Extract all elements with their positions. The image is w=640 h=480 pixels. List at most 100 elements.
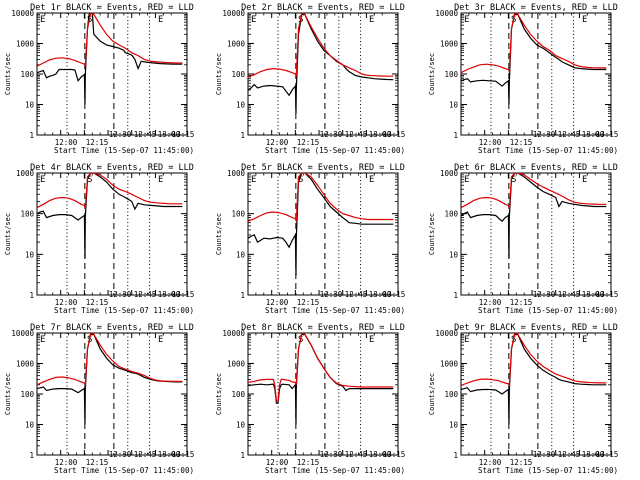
x-tick-label: 12:00	[266, 138, 289, 147]
lld-series-line	[37, 13, 183, 67]
plot-frame	[460, 172, 612, 296]
y-tick-label: 100	[20, 390, 34, 399]
x-axis-label: Start Time (15-Sep-07 11:45:00)	[265, 466, 405, 475]
y-tick-label: 1	[29, 451, 34, 460]
y-tick-label: 1000	[227, 360, 246, 369]
y-axis-label: Counts/sec	[428, 373, 436, 415]
marker-label: S	[511, 175, 516, 185]
y-tick-label: 1000	[16, 360, 35, 369]
marker-label: E	[582, 335, 587, 345]
marker-label: S	[87, 175, 92, 185]
y-axis-label: Counts/sec	[4, 373, 12, 415]
x-axis-label: Start Time (15-Sep-07 11:45:00)	[478, 466, 618, 475]
x-tick-label: 12:30	[533, 130, 556, 139]
x-tick-label: 12:15	[86, 458, 109, 467]
marker-label: E	[158, 175, 163, 185]
lld-series-line	[248, 13, 394, 78]
y-tick-label: 100	[20, 70, 34, 79]
x-tick-label: 12:45	[345, 450, 368, 459]
y-tick-label: 100	[231, 210, 245, 219]
y-tick-label: 100	[444, 210, 458, 219]
x-tick-label: 12:00	[266, 458, 289, 467]
y-tick-label: 10000	[435, 329, 458, 338]
marker-label: S	[298, 175, 303, 185]
x-tick-label: 12:15	[510, 138, 533, 147]
panel-title: Det 3r BLACK = Events, RED = LLD	[454, 3, 618, 13]
x-tick-label: 13:00	[158, 130, 181, 139]
detector-panel-2: Det 2r BLACK = Events, RED = LLD 1 10 100 10…	[215, 3, 405, 155]
y-tick-label: 1000	[440, 169, 459, 178]
x-tick-label: 12:15	[297, 138, 320, 147]
plot-frame	[247, 172, 399, 296]
x-axis-label: Start Time (15-Sep-07 11:45:00)	[54, 306, 194, 315]
y-axis-label: Counts/sec	[428, 53, 436, 95]
x-tick-label: 12:45	[345, 290, 368, 299]
x-axis-label: Start Time (15-Sep-07 11:45:00)	[54, 146, 194, 155]
marker-label: E	[40, 335, 45, 345]
marker-label: E	[369, 175, 374, 185]
events-series-line	[248, 173, 394, 276]
lld-series-line	[37, 173, 183, 210]
x-tick-label: 13:15	[596, 290, 619, 299]
panel-title: Det 6r BLACK = Events, RED = LLD	[454, 163, 618, 173]
panel-title: Det 1r BLACK = Events, RED = LLD	[30, 3, 194, 13]
x-tick-label: 12:30	[109, 290, 132, 299]
plot-frame	[247, 12, 399, 136]
x-tick-label: 12:30	[533, 450, 556, 459]
marker-label: E	[369, 15, 374, 25]
marker-label: E	[40, 15, 45, 25]
events-series-line	[461, 173, 607, 259]
y-tick-label: 10000	[11, 329, 34, 338]
x-tick-label: 12:45	[558, 450, 581, 459]
y-tick-label: 10000	[435, 9, 458, 18]
x-tick-label: 12:30	[109, 130, 132, 139]
events-series-line	[37, 333, 183, 425]
marker-label: E	[158, 15, 163, 25]
x-axis-label: Start Time (15-Sep-07 11:45:00)	[265, 146, 405, 155]
x-tick-label: 12:30	[533, 290, 556, 299]
x-tick-label: 13:00	[369, 450, 392, 459]
marker-label: E	[582, 175, 587, 185]
x-tick-label: 13:00	[369, 290, 392, 299]
marker-label: E	[251, 175, 256, 185]
marker-label: E	[251, 15, 256, 25]
x-tick-label: 13:00	[582, 450, 605, 459]
x-tick-label: 12:15	[86, 138, 109, 147]
y-tick-label: 1000	[227, 40, 246, 49]
y-tick-label: 10	[25, 421, 35, 430]
x-tick-label: 12:00	[479, 458, 502, 467]
y-tick-label: 10	[236, 421, 246, 430]
detector-panel-5: Det 5r BLACK = Events, RED = LLD 1 10 100 10…	[215, 163, 405, 315]
panel-title: Det 2r BLACK = Events, RED = LLD	[241, 3, 405, 13]
y-tick-label: 1000	[440, 360, 459, 369]
x-tick-label: 12:00	[479, 138, 502, 147]
x-tick-label: 13:15	[383, 290, 406, 299]
detector-panel-3: Det 3r BLACK = Events, RED = LLD 1 10 100 10…	[428, 3, 618, 155]
x-tick-label: 12:00	[55, 458, 78, 467]
y-tick-label: 1000	[440, 40, 459, 49]
y-tick-label: 1	[240, 451, 245, 460]
events-series-line	[248, 13, 394, 114]
y-tick-label: 100	[20, 210, 34, 219]
y-tick-label: 1000	[16, 40, 35, 49]
x-tick-label: 12:15	[297, 298, 320, 307]
x-tick-label: 13:15	[172, 290, 195, 299]
marker-label: E	[40, 175, 45, 185]
y-tick-label: 1000	[16, 169, 35, 178]
plot-frame	[36, 172, 188, 296]
y-tick-label: 10	[449, 250, 459, 259]
x-tick-label: 13:15	[383, 130, 406, 139]
x-tick-label: 12:15	[510, 458, 533, 467]
x-tick-label: 12:15	[297, 458, 320, 467]
x-tick-label: 12:30	[320, 450, 343, 459]
y-tick-label: 10	[25, 101, 35, 110]
y-tick-label: 1	[453, 451, 458, 460]
x-tick-label: 13:00	[158, 450, 181, 459]
marker-label: E	[582, 15, 587, 25]
x-axis-label: Start Time (15-Sep-07 11:45:00)	[478, 146, 618, 155]
y-tick-label: 1	[240, 131, 245, 140]
x-axis-label: Start Time (15-Sep-07 11:45:00)	[265, 306, 405, 315]
plot-frame	[460, 332, 612, 456]
y-tick-label: 1	[453, 131, 458, 140]
